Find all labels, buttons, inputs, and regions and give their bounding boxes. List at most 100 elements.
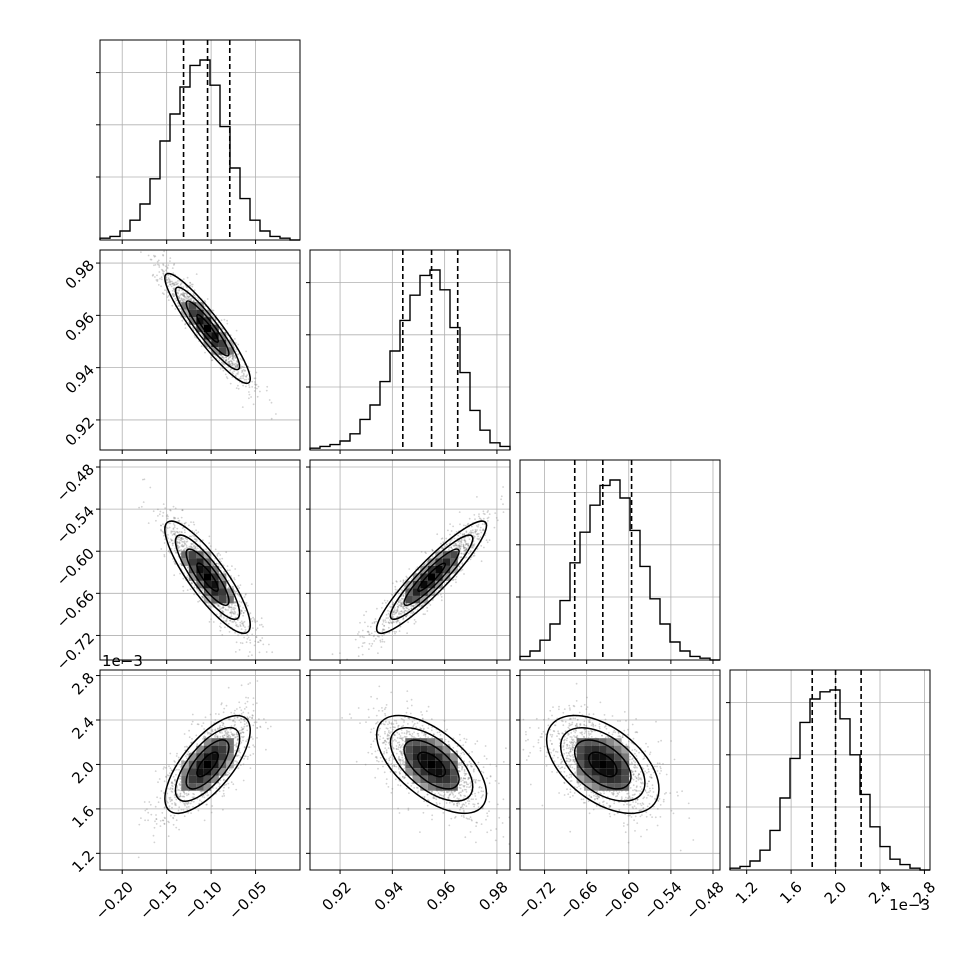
scatter-point bbox=[169, 752, 172, 755]
scatter-point bbox=[201, 596, 204, 599]
histogram-panel-1 bbox=[306, 249, 511, 451]
scatter-point bbox=[226, 733, 229, 736]
scatter-point bbox=[408, 608, 411, 611]
scatter-point bbox=[183, 544, 186, 547]
scatter-point bbox=[400, 605, 403, 608]
scatter-point bbox=[214, 713, 217, 715]
scatter-point bbox=[229, 735, 232, 738]
scatter-point bbox=[217, 562, 220, 565]
scatter-point bbox=[399, 604, 402, 606]
scatter-point bbox=[225, 619, 228, 621]
scatter-point bbox=[402, 594, 405, 597]
scatter-point bbox=[401, 589, 403, 591]
scatter-point bbox=[188, 298, 191, 301]
scatter-point bbox=[239, 625, 242, 628]
scatter-point bbox=[222, 792, 225, 795]
scatter-point bbox=[144, 809, 147, 812]
scatter-point bbox=[445, 537, 448, 540]
scatter-point bbox=[229, 611, 232, 614]
scatter-point bbox=[219, 554, 222, 556]
scatter-point bbox=[452, 578, 455, 581]
scatter-point bbox=[438, 549, 440, 552]
scatter-point bbox=[149, 803, 152, 806]
scatter-point bbox=[255, 721, 258, 724]
scatter-point bbox=[168, 522, 171, 525]
density-cell bbox=[188, 309, 197, 318]
scatter-point bbox=[452, 525, 454, 528]
scatter-point bbox=[387, 621, 390, 624]
scatter-point bbox=[474, 531, 477, 534]
scatter-point bbox=[254, 377, 257, 380]
scatter-point bbox=[162, 274, 165, 276]
density-cell bbox=[218, 347, 227, 355]
scatter-point bbox=[212, 309, 215, 312]
scatter-point bbox=[173, 524, 176, 527]
scatter-point bbox=[197, 723, 200, 726]
scatter-point bbox=[459, 523, 461, 526]
scatter-point bbox=[493, 526, 496, 529]
scatter-point bbox=[246, 634, 249, 637]
scatter-point bbox=[167, 278, 170, 280]
scatter-point bbox=[193, 544, 196, 547]
scatter-point bbox=[475, 533, 478, 536]
scatter-point bbox=[215, 562, 218, 565]
scatter-point bbox=[233, 577, 236, 579]
scatter-point bbox=[462, 545, 465, 548]
scatter-point bbox=[224, 359, 227, 362]
scatter-point bbox=[487, 510, 489, 512]
scatter-point bbox=[209, 545, 212, 547]
scatter-point bbox=[402, 594, 405, 596]
scatter-point bbox=[195, 532, 198, 535]
scatter-point bbox=[482, 517, 485, 520]
scatter-point bbox=[236, 592, 239, 595]
scatter-point bbox=[476, 548, 479, 550]
scatter-point bbox=[197, 531, 200, 533]
scatter-point bbox=[201, 595, 204, 598]
scatter-point bbox=[239, 756, 242, 759]
scatter-point bbox=[218, 785, 221, 788]
scatter-point bbox=[219, 560, 222, 563]
scatter-point bbox=[259, 639, 262, 642]
scatter-point bbox=[233, 355, 236, 358]
scatter-point bbox=[232, 733, 235, 736]
scatter-point bbox=[259, 639, 261, 642]
scatter-point bbox=[181, 294, 184, 297]
scatter-point bbox=[401, 601, 404, 604]
scatter-point bbox=[205, 548, 208, 551]
scatter-point bbox=[405, 603, 408, 605]
scatter-point bbox=[245, 375, 247, 378]
scatter-point bbox=[460, 569, 462, 572]
scatter-point bbox=[241, 622, 244, 625]
scatter-point bbox=[240, 620, 243, 623]
scatter-point bbox=[233, 610, 236, 613]
scatter-point bbox=[232, 354, 235, 357]
scatter-point bbox=[169, 260, 171, 262]
scatter-point bbox=[396, 615, 399, 618]
scatter-point bbox=[402, 581, 405, 584]
scatter-point bbox=[175, 773, 177, 776]
scatter-point bbox=[471, 544, 474, 547]
scatter-point bbox=[243, 378, 246, 381]
scatter-point bbox=[188, 729, 191, 732]
scatter-point bbox=[450, 585, 453, 587]
scatter-point bbox=[176, 291, 179, 294]
scatter-point bbox=[231, 603, 233, 606]
scatter-point bbox=[252, 627, 254, 629]
scatter-point bbox=[383, 625, 385, 627]
scatter-point bbox=[172, 542, 174, 545]
scatter-point bbox=[243, 746, 246, 748]
scatter-point bbox=[162, 523, 164, 526]
scatter-point bbox=[183, 549, 186, 552]
contour-level bbox=[164, 272, 251, 385]
scatter-point bbox=[182, 585, 185, 588]
density-cell bbox=[203, 573, 212, 581]
scatter-point bbox=[226, 569, 229, 572]
scatter-point bbox=[389, 621, 392, 623]
scatter-point bbox=[247, 697, 250, 699]
scatter-point bbox=[354, 638, 357, 641]
scatter-point bbox=[255, 629, 258, 631]
scatter-point bbox=[174, 562, 176, 565]
scatter-point bbox=[472, 545, 475, 547]
scatter-point bbox=[412, 611, 415, 614]
scatter-point bbox=[191, 582, 194, 585]
